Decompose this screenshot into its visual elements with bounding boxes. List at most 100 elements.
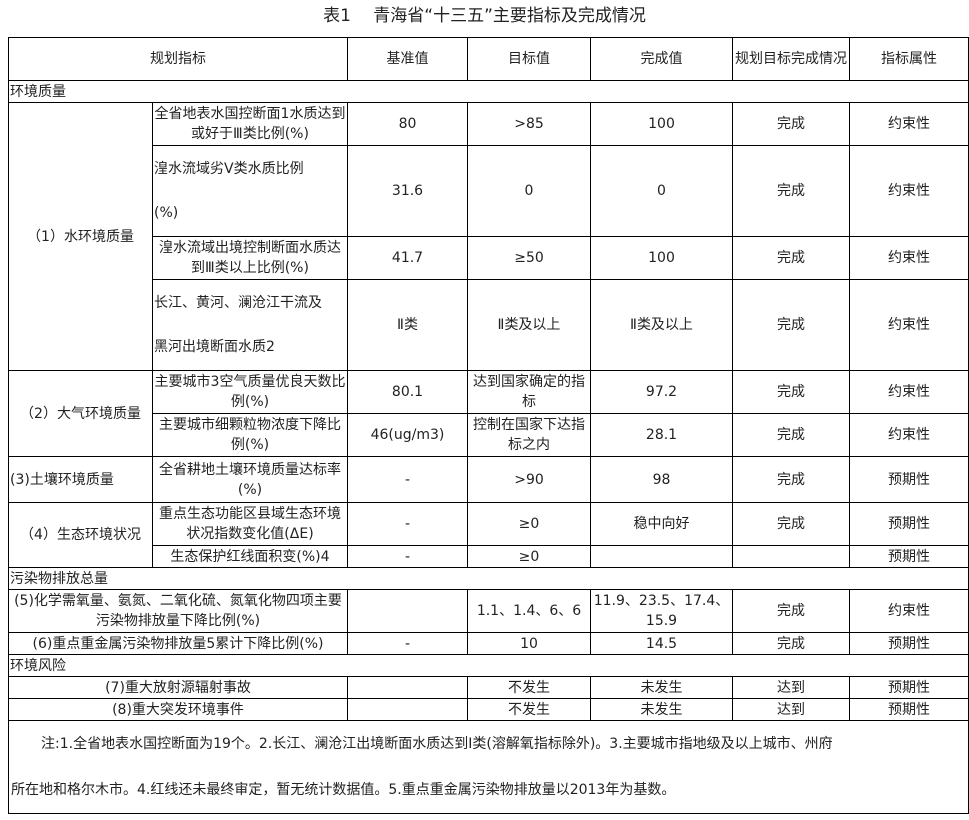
actual: 28.1 [590,413,733,457]
base: Ⅱ类 [347,279,468,371]
attr: 约束性 [849,589,969,633]
notes-row: 注:1.全省地表水国控断面为19个。2.长江、澜沧江出境断面水质达到Ⅰ类(溶解氧… [8,720,969,814]
indicator: (8)重大突发环境事件 [8,698,348,721]
group-eco: （4）生态环境状况 [8,502,153,568]
indicator: 重点生态功能区县域生态环境状况指数变化值(ΔE) [152,502,348,546]
header-target: 目标值 [467,37,591,81]
table-row: 主要城市细颗粒物浓度下降比例(%) 46(ug/m3) 控制在国家下达指标之内 … [9,413,969,457]
section-env-quality: 环境质量 [8,80,969,103]
attr: 约束性 [849,145,969,237]
base: 31.6 [347,145,468,237]
table-row: 长江、黄河、澜沧江干流及 黑河出境断面水质2 Ⅱ类 Ⅱ类及以上 Ⅱ类及以上 完成 … [9,279,969,371]
header-indicator: 规划指标 [8,37,348,81]
header-base: 基准值 [347,37,468,81]
indicator: 主要城市3空气质量优良天数比例(%) [152,370,348,414]
table-row: 湟水流域劣V类水质比例 (%) 31.6 0 0 完成 约束性 [9,145,969,237]
base [347,589,468,633]
attr: 约束性 [849,279,969,371]
target: 控制在国家下达指标之内 [467,413,591,457]
indicator-line: 黑河出境断面水质2 [154,339,275,355]
status: 达到 [732,676,850,699]
attr: 预期性 [849,698,969,721]
indicator: (5)化学需氧量、氨氮、二氧化硫、氮氧化物四项主要污染物排放量下降比例(%) [8,589,348,633]
actual: 未发生 [590,698,733,721]
status: 完成 [732,279,850,371]
target: 不发生 [467,676,591,699]
target: 10 [467,632,591,655]
actual: 98 [590,456,733,503]
status: 完成 [732,413,850,457]
attr: 约束性 [849,102,969,146]
header-status: 规划目标完成情况 [732,37,850,81]
target: ≥0 [467,545,591,568]
indicator: 全省地表水国控断面1水质达到或好于Ⅲ类比例(%) [152,102,348,146]
status: 完成 [732,102,850,146]
status: 完成 [732,145,850,237]
actual: 0 [590,145,733,237]
attr: 预期性 [849,456,969,503]
attr: 预期性 [849,502,969,546]
target: >85 [467,102,591,146]
header-row: 规划指标 基准值 目标值 完成值 规划目标完成情况 指标属性 [8,37,969,81]
base: 80 [347,102,468,146]
attr: 预期性 [849,545,969,568]
header-actual: 完成值 [590,37,733,81]
base [347,676,468,699]
table-title: 表1 青海省“十三五”主要指标及完成情况 [323,6,646,26]
table-row: (8)重大突发环境事件 不发生 未发生 达到 预期性 [8,698,969,721]
status: 完成 [732,236,850,280]
table-row: （2）大气环境质量 主要城市3空气质量优良天数比例(%) 80.1 达到国家确定… [8,370,969,457]
indicator: 生态保护红线面积变(%)4 [152,545,348,568]
base: - [347,545,468,568]
indicator-line: (%) [154,205,179,221]
table-row: （1）水环境质量 全省地表水国控断面1水质达到或好于Ⅲ类比例(%) 80 >85… [8,102,969,371]
table-row: （4）生态环境状况 重点生态功能区县域生态环境状况指数变化值(ΔE) - ≥0 … [8,502,969,568]
target: Ⅱ类及以上 [467,279,591,371]
actual [590,545,733,568]
base: - [347,632,468,655]
status: 达到 [732,698,850,721]
actual: 11.9、23.5、17.4、15.9 [590,589,733,633]
target: ≥0 [467,502,591,546]
notes-line-1: 注:1.全省地表水国控断面为19个。2.长江、澜沧江出境断面水质达到Ⅰ类(溶解氧… [41,736,833,752]
table-row: 生态保护红线面积变(%)4 - ≥0 预期性 [9,545,969,568]
group-soil: (3)土壤环境质量 [8,456,153,503]
base: - [347,502,468,546]
group-air: （2）大气环境质量 [8,370,153,457]
indicator: 长江、黄河、澜沧江干流及 黑河出境断面水质2 [152,279,348,371]
status: 完成 [732,589,850,633]
base: 41.7 [347,236,468,280]
table-row: (5)化学需氧量、氨氮、二氧化硫、氮氧化物四项主要污染物排放量下降比例(%) 1… [8,589,969,633]
status: 完成 [732,632,850,655]
base: 80.1 [347,370,468,414]
status: 完成 [732,370,850,414]
target: ≥50 [467,236,591,280]
actual: 100 [590,236,733,280]
target: 不发生 [467,698,591,721]
group-water: （1）水环境质量 [8,102,153,371]
attr: 约束性 [849,370,969,414]
target: 达到国家确定的指标 [467,370,591,414]
actual: 稳中向好 [590,502,733,546]
base [347,698,468,721]
target: 0 [467,145,591,237]
table-row: (3)土壤环境质量 全省耕地土壤环境质量达标率(%) - >90 98 完成 预… [8,456,969,503]
indicators-table: 规划指标 基准值 目标值 完成值 规划目标完成情况 指标属性 环境质量 （1）水… [8,37,969,814]
target: >90 [467,456,591,503]
status: 完成 [732,456,850,503]
indicator: 全省耕地土壤环境质量达标率(%) [152,456,348,503]
attr: 约束性 [849,413,969,457]
notes-line-2: 所在地和格尔木市。4.红线还未最终审定，暂无统计数据值。5.重点重金属污染物排放… [11,782,676,798]
actual: 未发生 [590,676,733,699]
attr: 预期性 [849,676,969,699]
indicator: (6)重点重金属污染物排放量5累计下降比例(%) [8,632,348,655]
actual: 97.2 [590,370,733,414]
header-attr: 指标属性 [849,37,969,81]
attr: 约束性 [849,236,969,280]
target: 1.1、1.4、6、6 [467,589,591,633]
indicator-line: 长江、黄河、澜沧江干流及 [154,295,322,311]
base: - [347,456,468,503]
indicator: 湟水流域出境控制断面水质达到Ⅲ类以上比例(%) [152,236,348,280]
status: 完成 [732,502,850,546]
notes: 注:1.全省地表水国控断面为19个。2.长江、澜沧江出境断面水质达到Ⅰ类(溶解氧… [8,720,969,814]
